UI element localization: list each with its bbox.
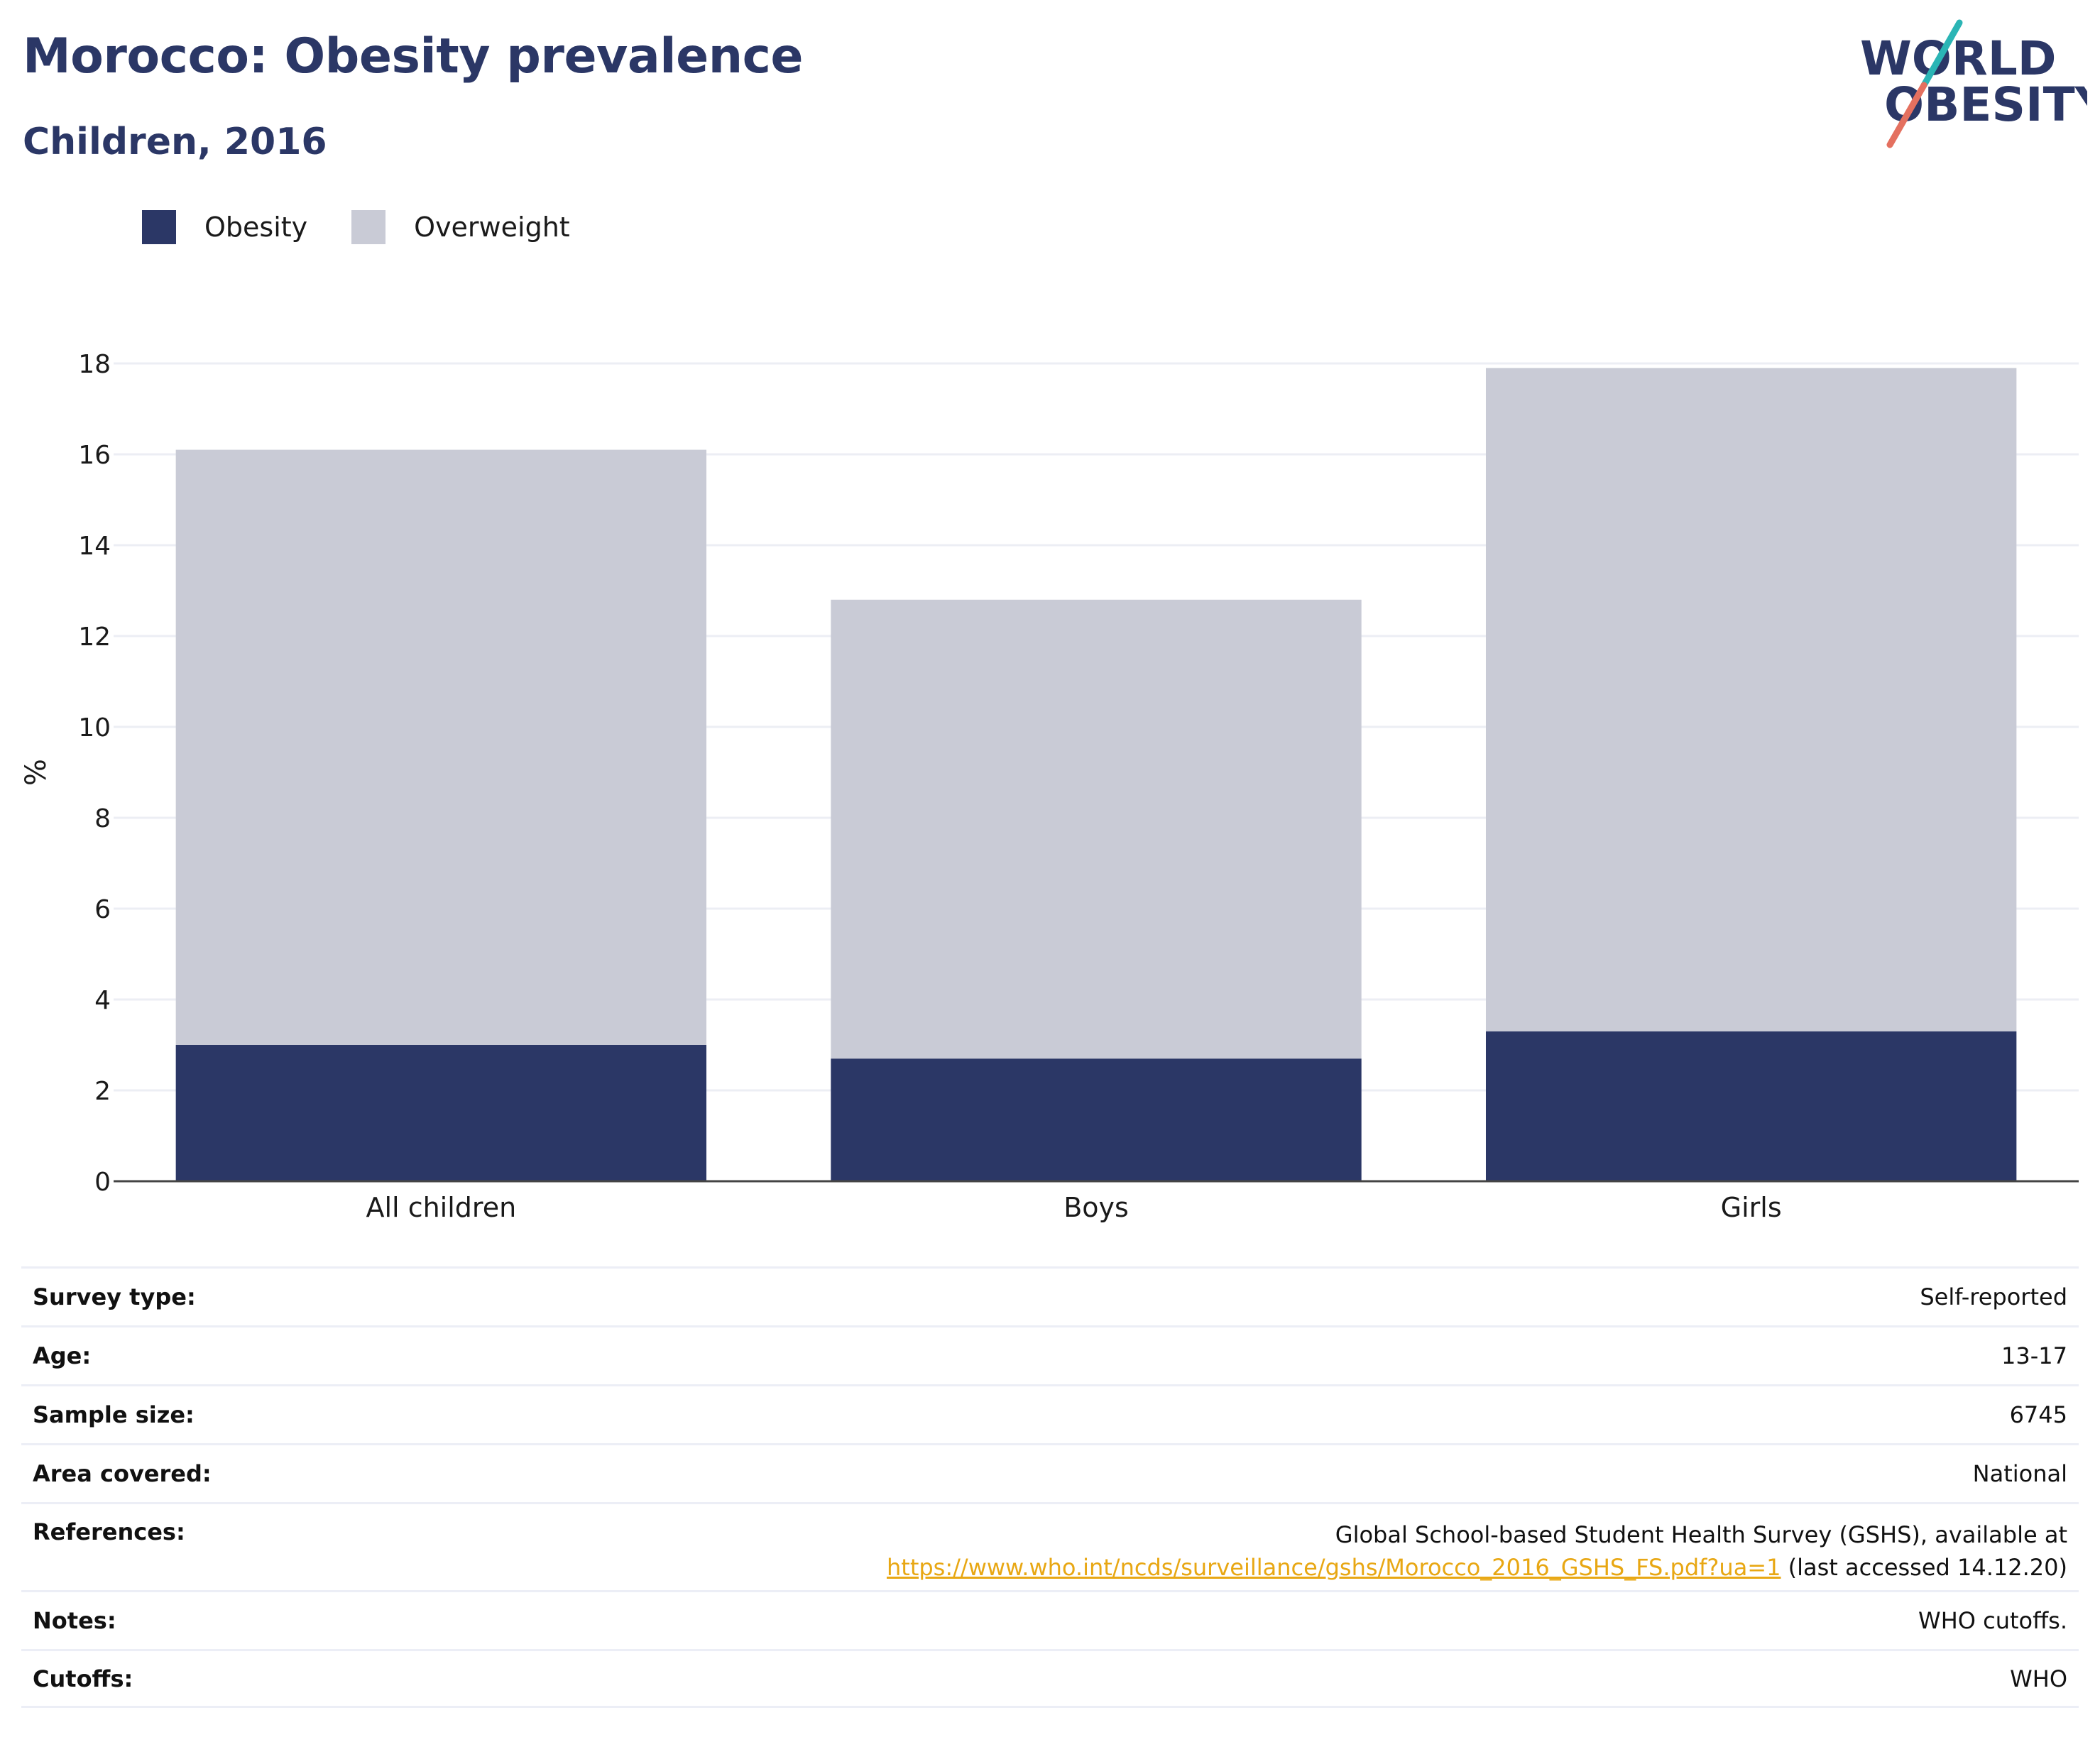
logo-slash-coral bbox=[1886, 82, 1927, 148]
legend-swatch-obesity bbox=[142, 210, 176, 244]
legend-item-obesity[interactable]: Obesity bbox=[142, 210, 307, 244]
legend-swatch-overweight bbox=[351, 210, 386, 244]
survey-type-label: Survey type: bbox=[33, 1283, 196, 1310]
x-tick-label: All children bbox=[366, 1192, 517, 1223]
sample-size-value: 6745 bbox=[2009, 1401, 2067, 1428]
page-subtitle: Children, 2016 bbox=[23, 121, 327, 163]
y-tick-label: 6 bbox=[94, 895, 111, 924]
cutoffs-label: Cutoffs: bbox=[33, 1665, 133, 1692]
info-row-age: Age: 13-17 bbox=[21, 1325, 2079, 1384]
logo-line-2: OBESITY bbox=[1884, 77, 2087, 132]
y-tick-label: 16 bbox=[78, 441, 111, 470]
bar-overweight-2 bbox=[1485, 368, 2017, 1031]
y-tick-label: 18 bbox=[78, 350, 111, 379]
y-axis-title: % bbox=[20, 759, 53, 786]
cutoffs-value: WHO bbox=[2010, 1665, 2067, 1692]
legend-item-overweight[interactable]: Overweight bbox=[351, 210, 570, 244]
y-tick-label: 4 bbox=[94, 986, 111, 1015]
info-row-survey-type: Survey type: Self-reported bbox=[21, 1266, 2079, 1325]
bar-overweight-0 bbox=[175, 449, 707, 1045]
references-link[interactable]: https://www.who.int/ncds/surveillance/gs… bbox=[886, 1554, 1781, 1581]
age-value: 13-17 bbox=[2001, 1342, 2067, 1369]
area-covered-label: Area covered: bbox=[33, 1460, 212, 1487]
x-tick-label: Boys bbox=[1063, 1192, 1129, 1223]
chart-legend: Obesity Overweight bbox=[142, 210, 614, 244]
notes-label: Notes: bbox=[33, 1607, 116, 1634]
references-suffix: (last accessed 14.12.20) bbox=[1781, 1554, 2067, 1581]
y-tick-label: 14 bbox=[78, 532, 111, 561]
info-row-sample-size: Sample size: 6745 bbox=[21, 1384, 2079, 1443]
notes-value: WHO cutoffs. bbox=[1918, 1607, 2067, 1634]
sample-size-label: Sample size: bbox=[33, 1401, 195, 1428]
page-title: Morocco: Obesity prevalence bbox=[23, 28, 804, 84]
legend-label-obesity: Obesity bbox=[204, 212, 308, 243]
bar-obesity-2 bbox=[1485, 1031, 2017, 1181]
info-row-cutoffs: Cutoffs: WHO bbox=[21, 1649, 2079, 1708]
y-tick-label: 12 bbox=[78, 623, 111, 652]
survey-type-value: Self-reported bbox=[1920, 1283, 2067, 1310]
info-row-references: References: Global School-based Student … bbox=[21, 1502, 2079, 1590]
bar-obesity-1 bbox=[831, 1058, 1362, 1181]
area-covered-value: National bbox=[1972, 1460, 2067, 1487]
legend-label-overweight: Overweight bbox=[414, 212, 570, 243]
references-text: Global School-based Student Health Surve… bbox=[1335, 1521, 2067, 1548]
bar-overweight-1 bbox=[831, 599, 1362, 1059]
world-obesity-logo: WORLD OBESITY bbox=[1860, 19, 2087, 148]
y-tick-label: 8 bbox=[94, 804, 111, 833]
bar-obesity-0 bbox=[175, 1045, 707, 1181]
info-row-notes: Notes: WHO cutoffs. bbox=[21, 1590, 2079, 1649]
references-value: Global School-based Student Health Surve… bbox=[887, 1518, 2067, 1584]
survey-info-table: Survey type: Self-reported Age: 13-17 Sa… bbox=[21, 1266, 2079, 1708]
stacked-bar-chart: 0 2 4 6 8 10 12 14 16 18% All children Boys Girls bbox=[20, 350, 2079, 1223]
y-tick-label: 10 bbox=[78, 713, 111, 743]
y-tick-label: 0 bbox=[94, 1168, 111, 1197]
logo-line-1: WORLD bbox=[1860, 31, 2057, 86]
info-row-area-covered: Area covered: National bbox=[21, 1443, 2079, 1502]
y-tick-label: 2 bbox=[94, 1077, 111, 1106]
age-label: Age: bbox=[33, 1342, 92, 1369]
references-label: References: bbox=[33, 1518, 185, 1545]
logo-slash-teal bbox=[1920, 19, 1963, 89]
x-tick-label: Girls bbox=[1721, 1192, 1782, 1223]
